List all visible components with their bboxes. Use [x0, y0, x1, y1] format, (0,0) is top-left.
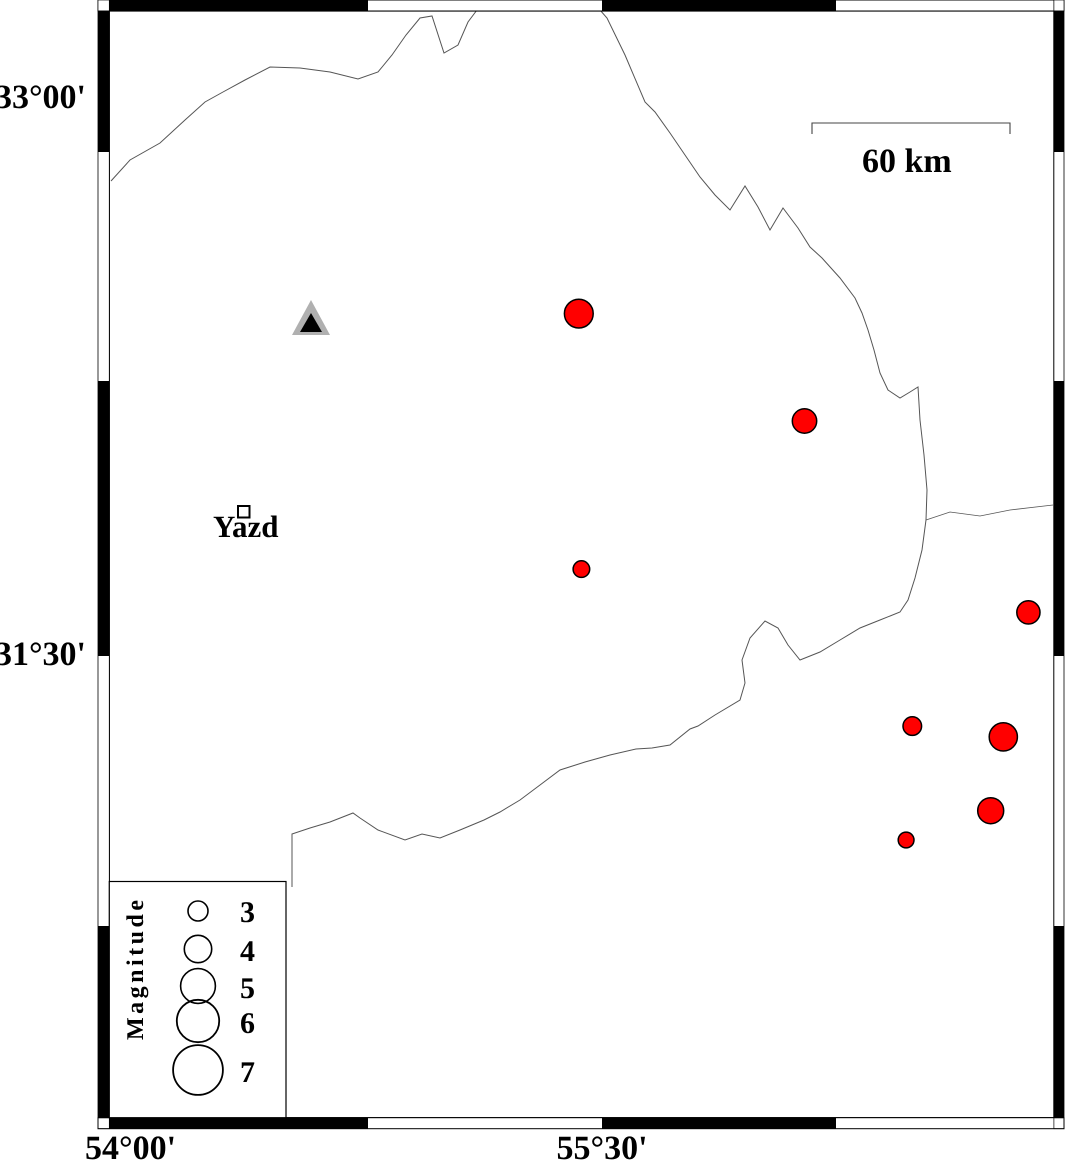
svg-text:Magnitude: Magnitude — [123, 896, 149, 1040]
svg-text:54°00': 54°00' — [85, 1130, 176, 1166]
svg-text:6: 6 — [240, 1007, 255, 1040]
svg-text:3: 3 — [240, 896, 255, 929]
svg-text:4: 4 — [240, 935, 255, 968]
svg-text:33°00': 33°00' — [0, 79, 86, 116]
svg-text:7: 7 — [240, 1056, 255, 1089]
svg-text:5: 5 — [240, 972, 255, 1005]
svg-text:Yazd: Yazd — [213, 509, 278, 544]
svg-text:60 km: 60 km — [862, 143, 952, 180]
svg-text:31°30': 31°30' — [0, 636, 86, 673]
svg-text:55°30': 55°30' — [556, 1130, 647, 1166]
